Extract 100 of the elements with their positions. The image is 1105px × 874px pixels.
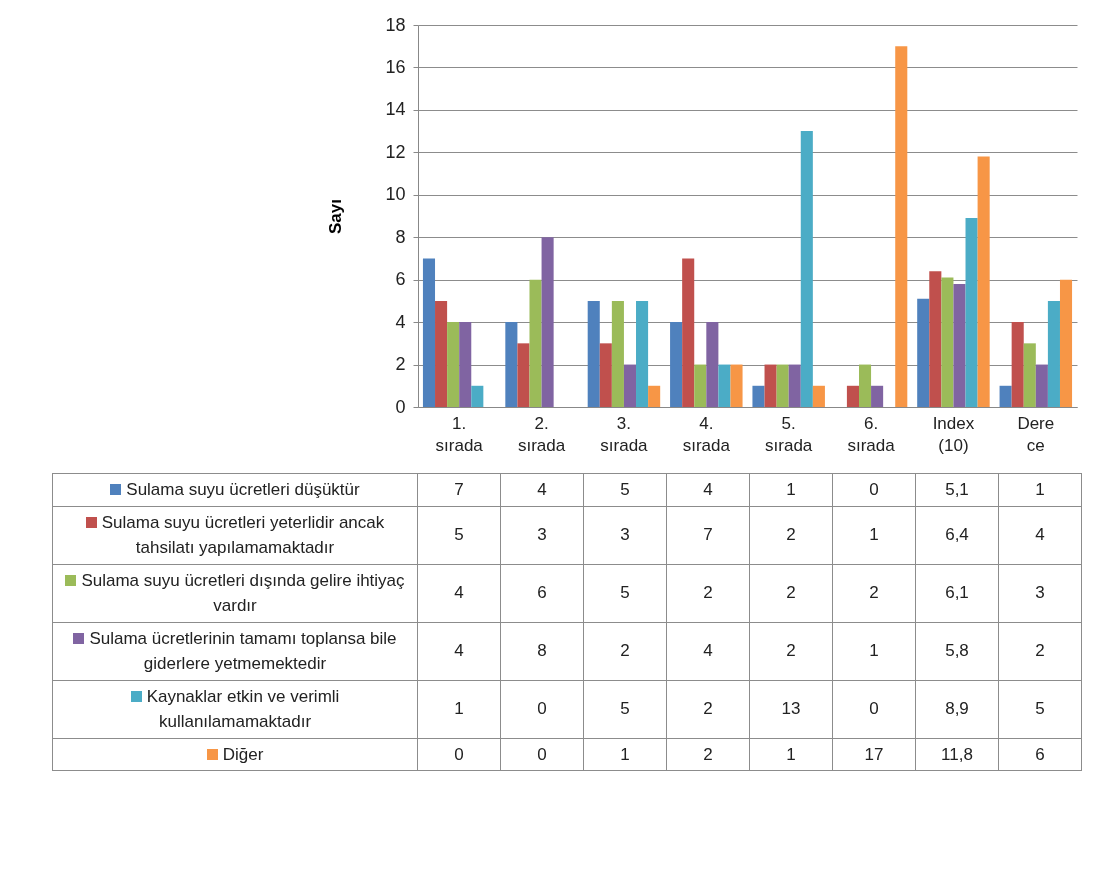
bar <box>1023 343 1036 407</box>
bar <box>953 283 966 407</box>
bar <box>800 131 813 407</box>
data-label: 2 <box>832 564 916 622</box>
data-label: 5 <box>417 506 501 564</box>
legend-label: Kaynaklar etkin ve verimli kullanılamamaktadır <box>52 680 418 738</box>
data-label: 1 <box>998 473 1082 506</box>
bar <box>871 385 884 407</box>
bar <box>435 300 448 407</box>
bar <box>730 364 743 407</box>
data-label: 6,4 <box>915 506 999 564</box>
data-label: 3 <box>583 506 667 564</box>
legend-label: Sulama ücretlerinin tamamı toplansa bile giderlere yetmemektedir <box>52 622 418 680</box>
bar <box>1047 300 1060 407</box>
data-label: 2 <box>749 622 833 680</box>
bar <box>447 322 460 407</box>
bar <box>718 364 731 407</box>
bar <box>977 156 990 407</box>
bar <box>422 258 436 407</box>
bar <box>623 364 637 407</box>
data-label: 1 <box>832 506 916 564</box>
data-label: 0 <box>417 738 501 771</box>
bar <box>764 364 777 407</box>
data-label: 3 <box>998 564 1082 622</box>
data-label: 1 <box>417 680 501 738</box>
data-label: 5 <box>998 680 1082 738</box>
y-tick-label: 2 <box>395 354 406 375</box>
bar <box>471 385 484 407</box>
bar <box>941 277 954 407</box>
data-label: 0 <box>832 473 916 506</box>
bar <box>1059 279 1073 407</box>
legend-label: Sulama suyu ücretleri yeterlidir ancak tahsilatı yapılamamaktadır <box>52 506 418 564</box>
y-tick-label: 12 <box>385 141 406 162</box>
data-label: 4 <box>998 506 1082 564</box>
bar <box>812 385 825 407</box>
x-tick-label: 5. sırada <box>765 413 813 455</box>
data-label: 11,8 <box>915 738 999 771</box>
x-tick-label: 2. sırada <box>517 413 566 455</box>
data-label: 5,1 <box>915 473 999 506</box>
data-label: 7 <box>666 506 750 564</box>
y-tick-label: 0 <box>395 396 406 417</box>
data-label: 1 <box>749 473 833 506</box>
data-label: 4 <box>666 473 750 506</box>
legend-label: Diğer <box>52 738 418 771</box>
bar <box>648 385 661 407</box>
data-label: 4 <box>666 622 750 680</box>
y-tick-label: 10 <box>385 184 406 205</box>
bar <box>529 279 542 407</box>
data-label: 6,1 <box>915 564 999 622</box>
bar <box>965 218 978 407</box>
bar <box>694 364 707 407</box>
bar <box>846 385 859 407</box>
bar <box>858 364 872 407</box>
data-label: 5 <box>583 680 667 738</box>
data-label: 0 <box>832 680 916 738</box>
bar <box>611 300 624 407</box>
bar <box>929 271 942 407</box>
data-label: 7 <box>417 473 501 506</box>
data-label: 6 <box>998 738 1082 771</box>
data-label: 5 <box>583 564 667 622</box>
data-label: 0 <box>500 680 584 738</box>
data-label: 5 <box>583 473 667 506</box>
y-tick-label: 14 <box>385 99 406 120</box>
y-tick-label: 6 <box>395 269 406 290</box>
data-label: 8 <box>500 622 584 680</box>
data-label: 0 <box>500 738 584 771</box>
data-label: 3 <box>500 506 584 564</box>
data-label: 13 <box>749 680 833 738</box>
data-label: 2 <box>583 622 667 680</box>
y-tick-label: 4 <box>395 311 406 332</box>
bar <box>505 322 518 407</box>
x-tick-label: 4. sırada <box>682 413 731 455</box>
bar <box>459 322 472 407</box>
data-label: 8,9 <box>915 680 999 738</box>
data-label: 6 <box>500 564 584 622</box>
bar <box>895 46 908 407</box>
bar <box>917 298 930 407</box>
y-tick-label: 18 <box>385 14 406 35</box>
x-tick-label: 6. sırada <box>847 413 896 455</box>
data-label: 1 <box>832 622 916 680</box>
bar <box>776 364 789 407</box>
data-label: 2 <box>666 680 750 738</box>
data-label: 2 <box>666 738 750 771</box>
data-label: 5,8 <box>915 622 999 680</box>
x-tick-label: 3. sırada <box>600 413 649 455</box>
bar <box>752 385 765 407</box>
data-label: 2 <box>666 564 750 622</box>
data-label: 17 <box>832 738 916 771</box>
bar <box>599 343 612 407</box>
data-label: 2 <box>998 622 1082 680</box>
data-label: 4 <box>500 473 584 506</box>
y-tick-label: 8 <box>395 226 406 247</box>
bar <box>1011 322 1024 407</box>
bar <box>636 300 649 407</box>
bar <box>999 385 1012 407</box>
bar <box>1035 364 1048 407</box>
bar <box>670 322 683 407</box>
legend-label: Sulama suyu ücretleri düşüktür <box>52 473 418 506</box>
bar <box>706 322 719 407</box>
x-tick-label: Dere ce <box>1017 413 1055 455</box>
